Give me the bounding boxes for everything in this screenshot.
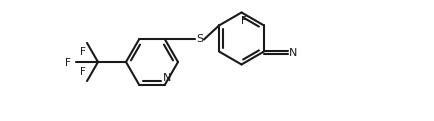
Text: S: S <box>197 34 204 45</box>
Text: F: F <box>240 16 247 26</box>
Text: F: F <box>80 67 86 77</box>
Text: N: N <box>289 48 297 58</box>
Text: N: N <box>163 72 171 83</box>
Text: F: F <box>65 58 71 68</box>
Text: F: F <box>80 47 86 57</box>
